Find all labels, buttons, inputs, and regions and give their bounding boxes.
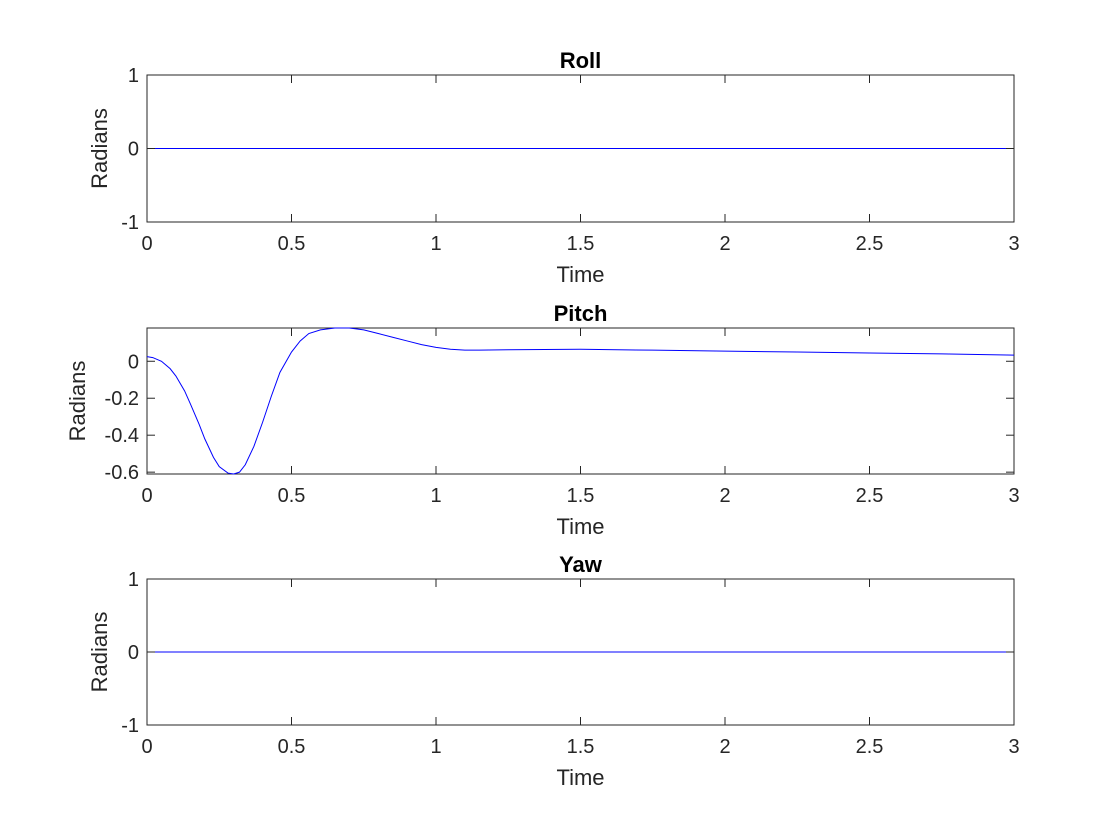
- roll-x-tick-label: 1.5: [567, 233, 595, 255]
- roll-x-tick-label: 2: [719, 233, 730, 255]
- pitch-y-tick-label: 0: [128, 351, 139, 373]
- roll-y-tick-label: -1: [121, 212, 139, 234]
- pitch-title: Pitch: [554, 301, 608, 326]
- pitch-y-tick-label: -0.2: [105, 388, 139, 410]
- yaw-y-axis-label: Radians: [87, 612, 112, 693]
- pitch-series-line: [146, 327, 1015, 475]
- pitch-x-axis-label: Time: [556, 514, 604, 539]
- yaw-x-tick-label: 1: [430, 736, 441, 758]
- roll-x-tick-label: 2.5: [856, 233, 884, 255]
- yaw-x-tick-label: 0.5: [278, 736, 306, 758]
- yaw-x-tick-label: 1.5: [567, 736, 595, 758]
- roll-x-axis-label: Time: [556, 262, 604, 287]
- yaw-x-tick-label: 2.5: [856, 736, 884, 758]
- pitch-x-tick-label: 0.5: [278, 485, 306, 507]
- yaw-x-tick-label: 3: [1008, 736, 1019, 758]
- roll-y-tick-label: 0: [128, 139, 139, 161]
- roll-x-tick-label: 0.5: [278, 233, 306, 255]
- yaw-title: Yaw: [559, 552, 603, 577]
- yaw-x-axis-label: Time: [556, 765, 604, 790]
- roll-title: Roll: [560, 48, 602, 73]
- pitch-y-tick-label: -0.4: [105, 425, 139, 447]
- pitch-axes-box: [146, 327, 1015, 475]
- pitch-y-axis-label: Radians: [65, 361, 90, 442]
- yaw-y-tick-label: 1: [128, 569, 139, 591]
- roll-x-tick-label: 1: [430, 233, 441, 255]
- pitch-y-tick-label: -0.6: [105, 462, 139, 484]
- roll-y-axis-label: Radians: [87, 108, 112, 189]
- roll-x-tick-label: 3: [1008, 233, 1019, 255]
- yaw-x-tick-label: 2: [719, 736, 730, 758]
- roll-y-tick-label: 1: [128, 65, 139, 87]
- roll-x-tick-label: 0: [141, 233, 152, 255]
- pitch-x-tick-label: 0: [141, 485, 152, 507]
- yaw-x-tick-label: 0: [141, 736, 152, 758]
- pitch-x-tick-label: 1: [430, 485, 441, 507]
- yaw-y-tick-label: -1: [121, 715, 139, 737]
- pitch-x-tick-label: 3: [1008, 485, 1019, 507]
- pitch-x-tick-label: 2: [719, 485, 730, 507]
- pitch-subplot: 0 0.5 1 1.5 2 2.5 3 -0.6 -0.4 -0.2 0 Pitch Time Radia…: [65, 301, 1020, 539]
- pitch-x-tick-label: 1.5: [567, 485, 595, 507]
- pitch-x-tick-label: 2.5: [856, 485, 884, 507]
- yaw-y-tick-label: 0: [128, 642, 139, 664]
